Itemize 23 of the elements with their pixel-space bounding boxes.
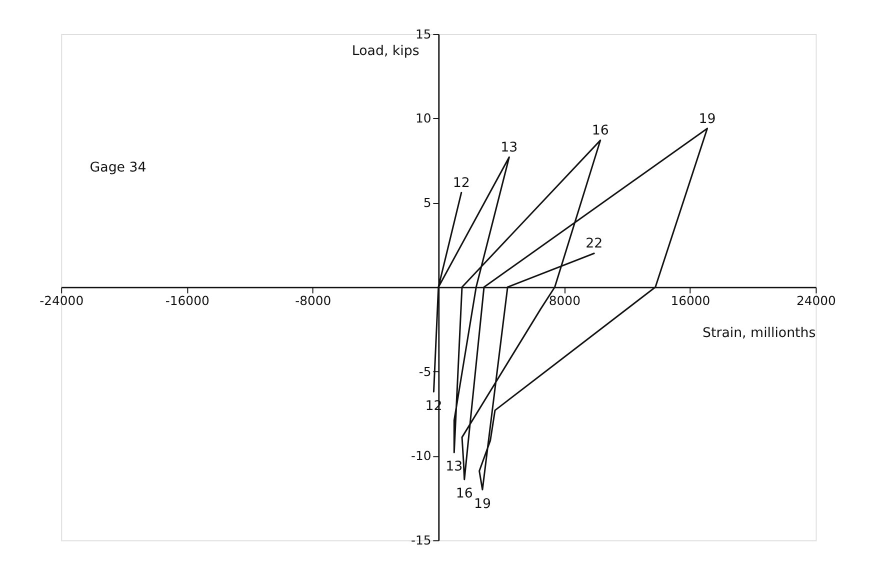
x-axis-title: Strain, millionths (702, 326, 816, 341)
annotation: 13 (446, 460, 463, 475)
y-tick-label: 10 (415, 110, 432, 126)
x-tick-label: -16000 (165, 292, 210, 308)
annotation: 19 (698, 112, 716, 127)
x-tick-label: -24000 (40, 292, 84, 308)
y-tick-label: -5 (418, 364, 432, 379)
x-tick-label: -8000 (295, 292, 332, 308)
annotation: 16 (456, 486, 473, 502)
y-axis-title: Load, kips (352, 44, 420, 59)
x-tick-label: 24000 (796, 292, 836, 308)
y-tick-label: -10 (411, 448, 432, 464)
annotation: 13 (500, 140, 518, 156)
annotation: Gage 34 (90, 160, 146, 176)
annotation: 16 (592, 124, 609, 139)
annotation: 12 (452, 176, 470, 191)
x-tick-label: 8000 (548, 292, 581, 308)
y-tick-label: -15 (411, 532, 432, 548)
annotation: 19 (474, 496, 491, 512)
y-tick-label: 15 (415, 26, 432, 42)
x-tick-label: 16000 (670, 292, 710, 308)
annotation: 22 (586, 236, 603, 252)
y-tick-label: 5 (423, 195, 432, 210)
